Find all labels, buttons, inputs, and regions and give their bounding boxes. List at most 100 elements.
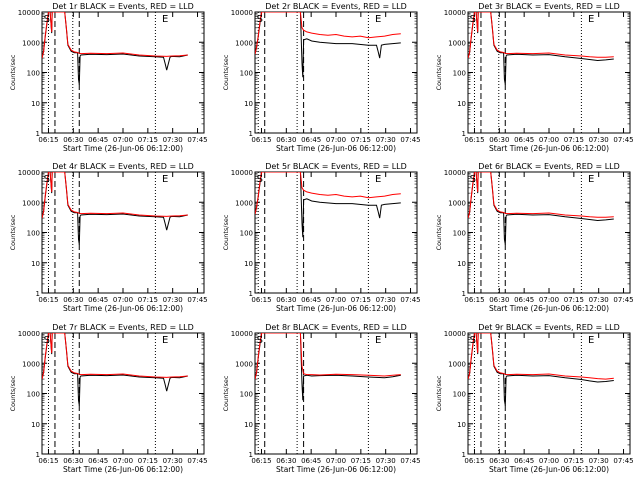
y-axis-label: Counts/sec: [435, 54, 443, 90]
y-tick-label: 10: [244, 100, 253, 108]
x-tick-label: 06:45: [514, 296, 534, 304]
x-tick-label: 07:00: [326, 296, 346, 304]
y-tick-label: 10: [457, 260, 466, 268]
y-tick-label: 1000: [235, 39, 253, 47]
y-tick-label: 10000: [444, 330, 466, 338]
x-tick-label: 06:15: [464, 296, 484, 304]
plot-area: [468, 12, 614, 133]
series-line-lld: [255, 333, 401, 380]
x-tick-label: 06:15: [464, 136, 484, 144]
marker-label-e: E: [375, 335, 381, 346]
y-tick-label: 10: [31, 100, 40, 108]
marker-label-s: S: [470, 14, 476, 25]
y-axis-label: Counts/sec: [435, 375, 443, 411]
series-line-lld: [42, 172, 188, 219]
x-tick-label: 07:15: [351, 136, 371, 144]
marker-label-e: E: [162, 174, 168, 185]
x-tick-label: 07:30: [163, 136, 183, 144]
panel-title: Det 7r BLACK = Events, RED = LLD: [52, 323, 194, 332]
x-tick-label: 07:00: [326, 457, 346, 465]
x-tick-label: 07:30: [589, 136, 609, 144]
x-tick-label: 07:15: [351, 457, 371, 465]
x-axis-label: Start Time (26-Jun-06 06:12:00): [489, 144, 609, 153]
y-tick-label: 1: [36, 290, 40, 298]
series-line-events: [255, 12, 401, 78]
x-tick-label: 07:45: [400, 457, 420, 465]
x-axis-label: Start Time (26-Jun-06 06:12:00): [63, 465, 183, 474]
plot-frame: [254, 11, 418, 134]
y-tick-label: 10: [457, 100, 466, 108]
x-tick-label: 06:45: [88, 457, 108, 465]
x-tick-label: 06:45: [88, 296, 108, 304]
panel-title: Det 1r BLACK = Events, RED = LLD: [52, 2, 194, 11]
x-tick-label: 06:15: [251, 296, 271, 304]
y-tick-label: 10000: [444, 9, 466, 17]
x-tick-label: 06:45: [514, 457, 534, 465]
series-line-lld: [468, 12, 614, 59]
y-tick-label: 100: [453, 70, 466, 78]
y-tick-label: 100: [453, 391, 466, 399]
detector-panel-1: Det 1r BLACK = Events, RED = LLD 1 10 100 10…: [9, 2, 208, 153]
x-tick-label: 06:15: [464, 457, 484, 465]
marker-label-e: E: [375, 174, 381, 185]
x-tick-label: 07:00: [539, 457, 559, 465]
x-tick-label: 07:30: [376, 136, 396, 144]
x-tick-label: 07:45: [187, 457, 207, 465]
y-tick-label: 1000: [235, 199, 253, 207]
y-tick-label: 1: [36, 130, 40, 138]
x-tick-label: 06:15: [38, 136, 58, 144]
y-tick-label: 100: [240, 391, 253, 399]
y-tick-label: 10000: [18, 169, 40, 177]
x-tick-label: 07:00: [539, 136, 559, 144]
y-tick-label: 1: [36, 451, 40, 459]
y-axis-label: Counts/sec: [9, 214, 17, 250]
x-tick-label: 07:15: [138, 296, 158, 304]
x-axis-label: Start Time (26-Jun-06 06:12:00): [276, 144, 396, 153]
x-tick-label: 07:30: [376, 457, 396, 465]
x-tick-label: 07:30: [589, 457, 609, 465]
y-tick-label: 100: [240, 230, 253, 238]
x-tick-label: 06:30: [276, 296, 296, 304]
x-axis-label: Start Time (26-Jun-06 06:12:00): [489, 465, 609, 474]
x-tick-label: 07:15: [564, 457, 584, 465]
x-axis-label: Start Time (26-Jun-06 06:12:00): [276, 465, 396, 474]
x-axis-label: Start Time (26-Jun-06 06:12:00): [276, 304, 396, 313]
y-tick-label: 100: [240, 70, 253, 78]
series-line-lld: [468, 333, 614, 380]
y-tick-label: 1: [462, 290, 466, 298]
series-line-lld: [255, 172, 401, 215]
x-tick-label: 06:45: [301, 296, 321, 304]
x-tick-label: 06:45: [514, 136, 534, 144]
x-axis-label: Start Time (26-Jun-06 06:12:00): [63, 304, 183, 313]
x-tick-label: 07:45: [400, 136, 420, 144]
y-tick-label: 1000: [22, 39, 40, 47]
y-axis-label: Counts/sec: [222, 214, 230, 250]
marker-label-e: E: [588, 174, 594, 185]
y-tick-label: 1000: [235, 360, 253, 368]
marker-label-e: E: [588, 335, 594, 346]
x-tick-label: 06:15: [251, 136, 271, 144]
x-tick-label: 06:30: [63, 136, 83, 144]
y-tick-label: 10: [244, 421, 253, 429]
x-tick-label: 07:30: [163, 457, 183, 465]
x-tick-label: 07:45: [400, 296, 420, 304]
detector-panel-3: Det 3r BLACK = Events, RED = LLD 1 10 100 10…: [435, 2, 634, 153]
y-tick-label: 10000: [18, 9, 40, 17]
y-tick-label: 100: [27, 391, 40, 399]
y-tick-label: 1000: [22, 199, 40, 207]
y-tick-label: 10000: [231, 330, 253, 338]
y-tick-label: 1: [249, 130, 253, 138]
y-tick-label: 10000: [231, 9, 253, 17]
x-tick-label: 07:15: [564, 136, 584, 144]
marker-label-s: S: [470, 174, 476, 185]
panel-title: Det 2r BLACK = Events, RED = LLD: [265, 2, 407, 11]
y-tick-label: 1000: [448, 199, 466, 207]
x-tick-label: 07:00: [113, 457, 133, 465]
y-tick-label: 10000: [18, 330, 40, 338]
y-tick-label: 1: [462, 451, 466, 459]
panel-title: Det 8r BLACK = Events, RED = LLD: [265, 323, 407, 332]
x-tick-label: 07:00: [326, 136, 346, 144]
plot-area: [255, 12, 401, 133]
plot-area: [42, 333, 188, 454]
